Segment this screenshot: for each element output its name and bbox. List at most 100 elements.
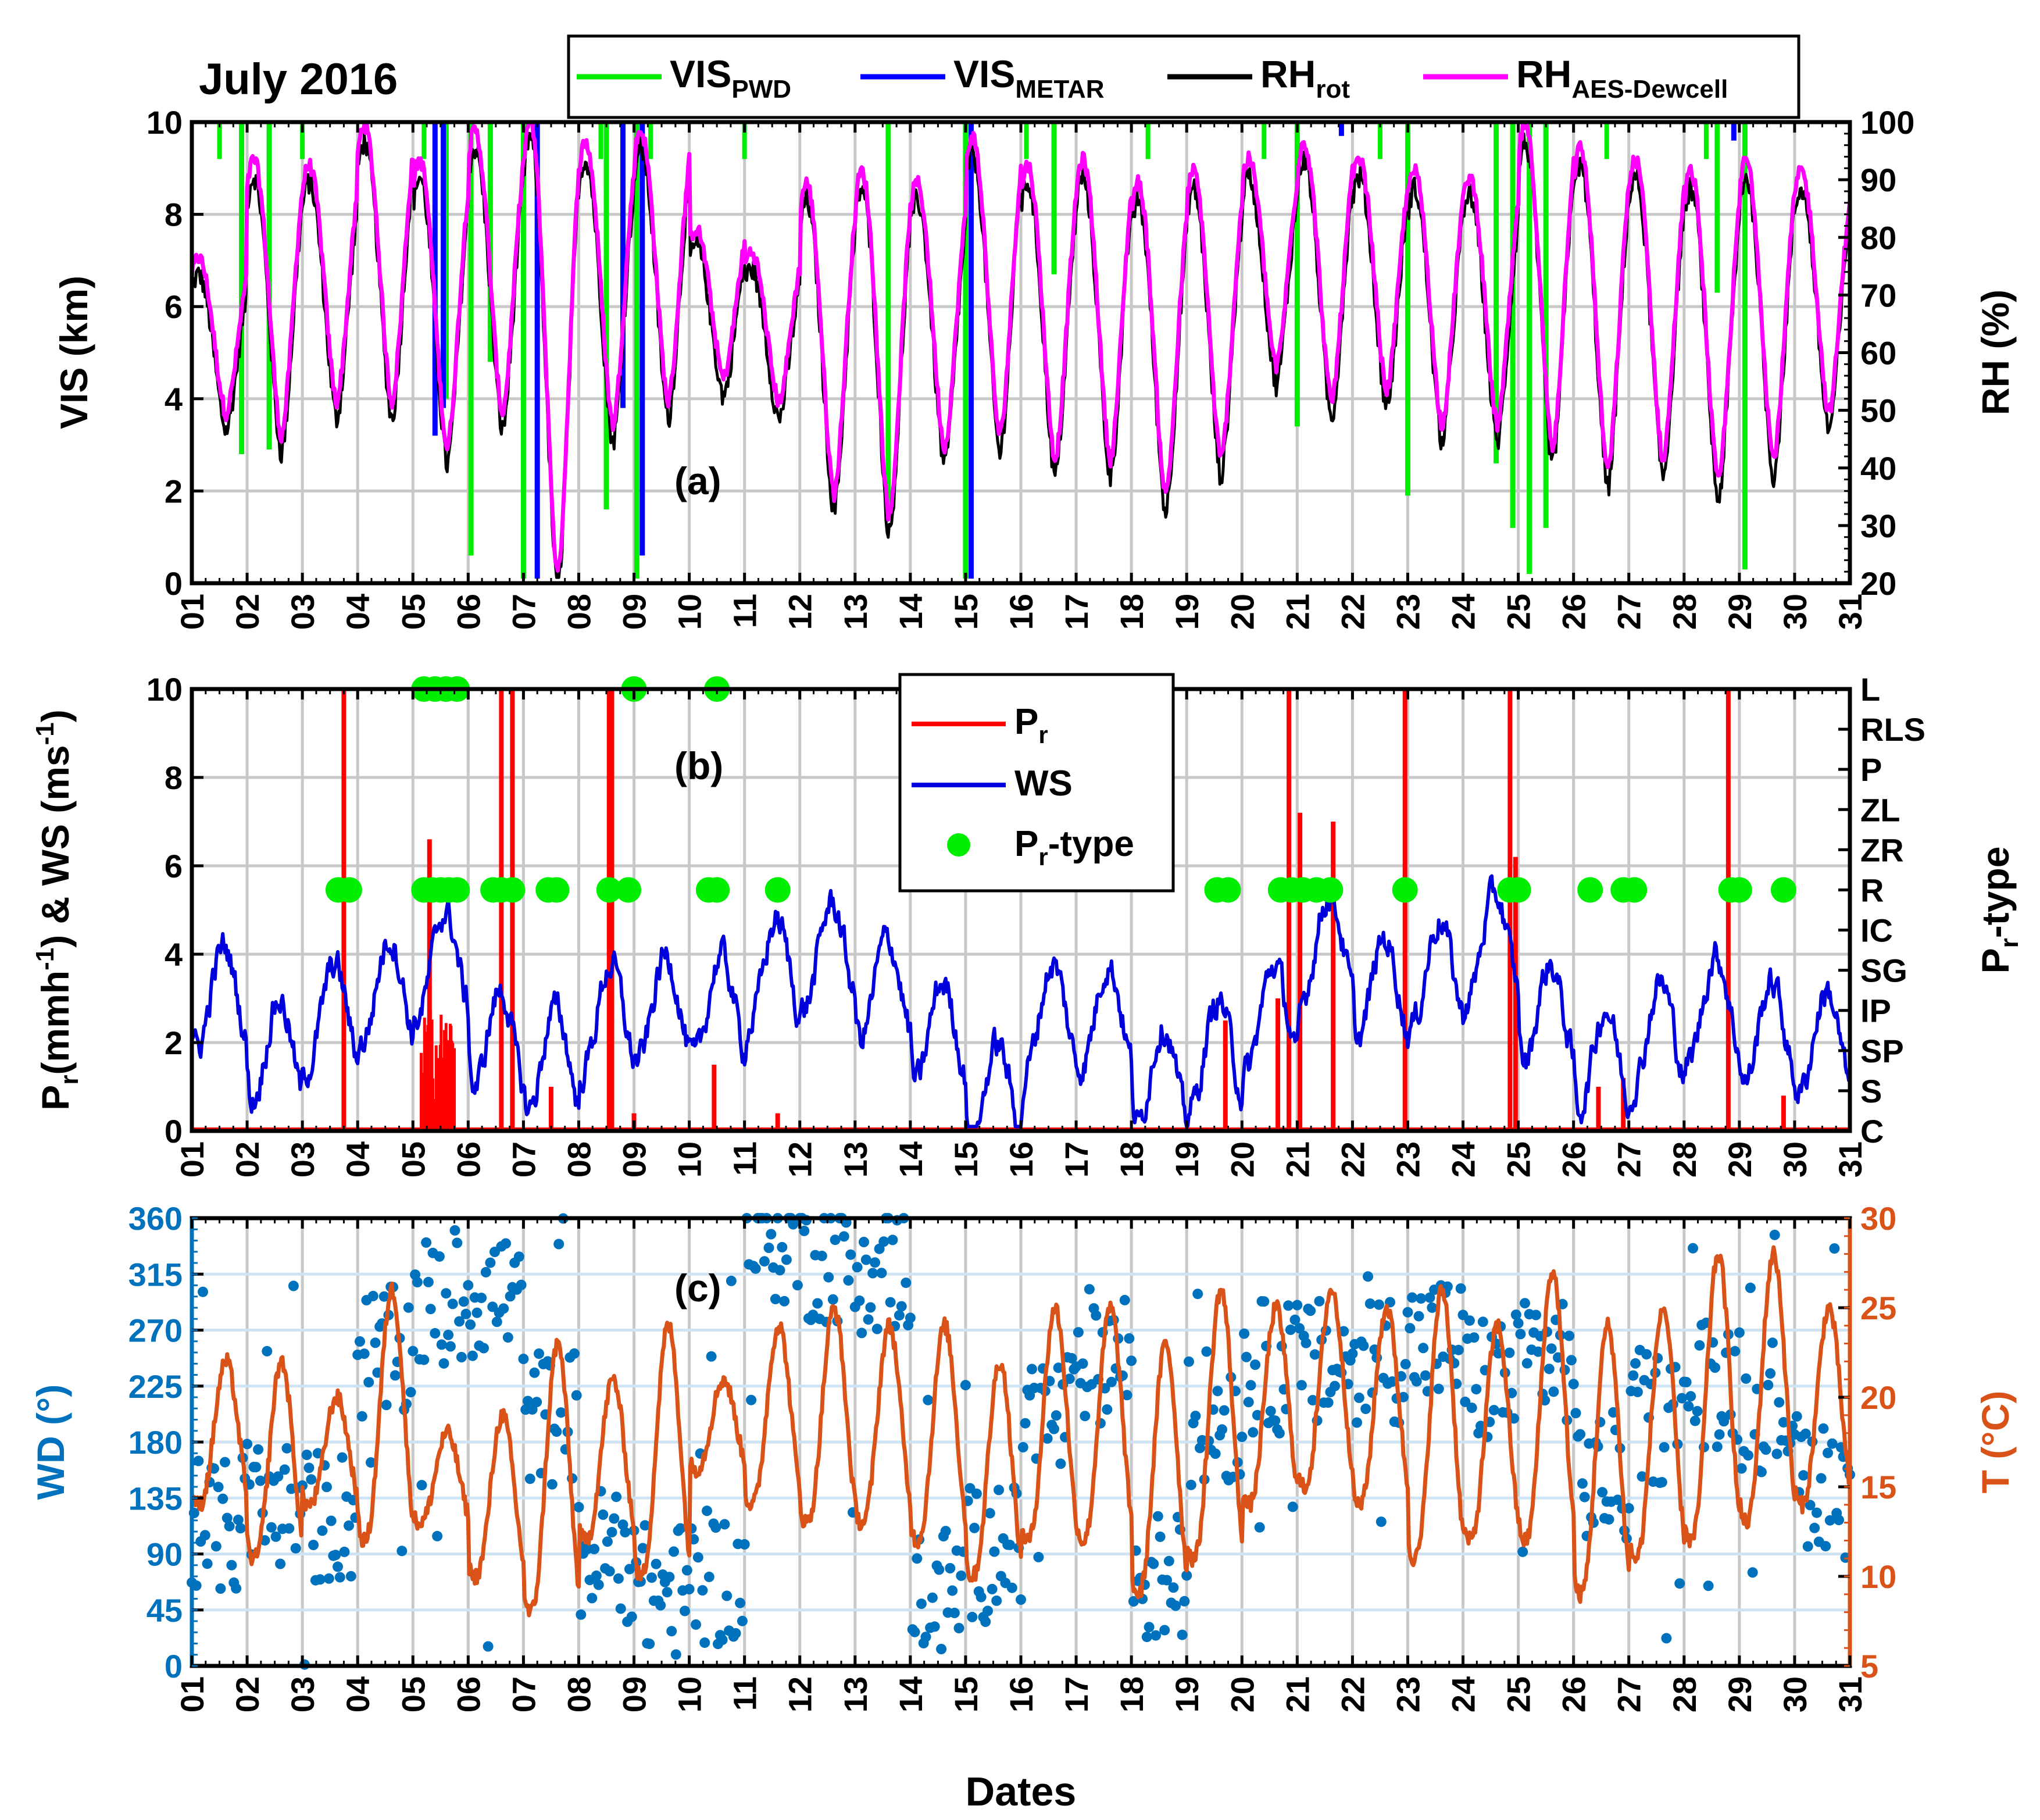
prtype-point	[1726, 877, 1752, 903]
wd-point	[717, 1635, 728, 1646]
wd-point	[231, 1583, 242, 1594]
wd-point	[699, 1637, 710, 1648]
wd-point	[445, 1341, 456, 1352]
wd-point	[976, 1591, 987, 1603]
wd-point	[556, 1407, 566, 1418]
wd-point	[737, 1615, 748, 1626]
wd-point	[1363, 1271, 1373, 1282]
wd-point	[1477, 1316, 1488, 1327]
y2-tick-label: 70	[1860, 277, 1896, 313]
rh-aes-dewcell-line	[190, 120, 1852, 573]
wd-point	[947, 1585, 958, 1596]
wd-point	[909, 1626, 920, 1637]
y-tick-label: 270	[128, 1312, 183, 1349]
wd-point	[235, 1523, 246, 1534]
wd-point	[1520, 1298, 1530, 1309]
wd-point	[1453, 1344, 1464, 1355]
wd-point	[458, 1296, 469, 1307]
wd-point	[692, 1552, 703, 1563]
wd-point	[1769, 1229, 1780, 1240]
y-tick-label: 6	[165, 848, 183, 884]
wd-point	[1285, 1324, 1296, 1335]
wd-point	[1411, 1376, 1422, 1387]
wd-point	[1407, 1292, 1418, 1303]
wd-point	[655, 1600, 666, 1611]
wd-point	[1692, 1405, 1703, 1416]
wd-point	[524, 1473, 535, 1484]
wd-point	[1005, 1539, 1015, 1550]
wd-point	[1597, 1487, 1608, 1498]
wd-point	[863, 1314, 874, 1325]
x-tick-label: 13	[837, 1141, 874, 1177]
wd-point	[1294, 1323, 1305, 1334]
y-tick-label: 2	[165, 1025, 183, 1061]
x-tick-label: 13	[837, 594, 874, 630]
wd-point	[1603, 1514, 1614, 1525]
panel-c-xticklabels: 01 02 03 04 05 06 07 08 09 10 11 12 13 14 15 16 17 18 19 20…	[174, 1676, 1868, 1712]
x-axis-label: Dates	[966, 1769, 1077, 1814]
wd-point	[929, 1621, 940, 1632]
wd-point	[1694, 1340, 1705, 1351]
y-tick-label: 8	[165, 759, 183, 796]
y2-tick-label: IC	[1860, 912, 1893, 949]
x-tick-label: 08	[560, 1141, 597, 1177]
prtype-point	[1317, 877, 1344, 903]
panel-b-tag: (b)	[674, 744, 723, 787]
wd-point	[1809, 1522, 1820, 1533]
wd-point	[1504, 1347, 1515, 1358]
wd-point	[1546, 1343, 1557, 1354]
wd-point	[1630, 1358, 1641, 1369]
wd-point	[1683, 1401, 1694, 1412]
y2-tick-label: 15	[1860, 1469, 1896, 1505]
wd-point	[1829, 1243, 1840, 1254]
y-tick-label: 8	[165, 197, 183, 233]
x-tick-label: 10	[671, 594, 708, 630]
y2-tick-label: RLS	[1860, 711, 1925, 748]
wd-point	[416, 1480, 427, 1491]
x-tick-label: 09	[616, 1141, 653, 1177]
x-tick-label: 31	[1832, 594, 1868, 630]
wd-point	[308, 1540, 319, 1550]
wd-point	[994, 1484, 1004, 1496]
x-tick-label: 14	[892, 594, 929, 630]
wd-point	[702, 1505, 712, 1516]
wd-point	[1802, 1541, 1813, 1552]
wd-point	[730, 1628, 741, 1639]
x-tick-label: 10	[671, 1141, 708, 1177]
wd-point	[1241, 1351, 1252, 1362]
wd-point	[706, 1351, 717, 1362]
wd-point	[438, 1358, 449, 1369]
wd-point	[1685, 1391, 1696, 1402]
y2-tick-label: 20	[1860, 1379, 1896, 1416]
wd-point	[1730, 1346, 1741, 1357]
x-tick-label: 02	[229, 594, 266, 630]
wd-point	[233, 1514, 244, 1525]
wd-point	[315, 1574, 326, 1585]
wd-point	[330, 1550, 341, 1561]
wd-point	[799, 1225, 810, 1236]
wd-point	[867, 1268, 878, 1279]
wd-point	[344, 1520, 354, 1531]
y-tick-label: 90	[147, 1536, 183, 1573]
x-tick-label: 13	[837, 1676, 874, 1712]
wd-point	[984, 1508, 995, 1519]
wd-point	[1177, 1629, 1188, 1640]
wd-point	[553, 1239, 565, 1250]
y2-tick-label: 90	[1860, 162, 1896, 198]
wd-point	[529, 1367, 540, 1378]
wd-point	[1181, 1570, 1192, 1581]
legend-item-pr-type: Pr-type	[947, 824, 1134, 870]
y-tick-label: 225	[128, 1368, 183, 1405]
wd-point	[1210, 1448, 1221, 1459]
wd-point	[719, 1519, 730, 1530]
panel-c-yticklabels-left: 0 45 90 135 180 225 270 315 360	[128, 1200, 183, 1685]
wd-point	[1121, 1390, 1132, 1401]
legend-item-rh-aes-dewcell: RHAES-Dewcell	[1423, 52, 1728, 104]
svg-text:Pr: Pr	[1014, 702, 1048, 748]
wd-point	[1741, 1373, 1752, 1384]
wd-point	[449, 1225, 460, 1236]
wd-point	[408, 1346, 419, 1357]
figure-title: July 2016	[199, 55, 398, 104]
wd-point	[1424, 1292, 1435, 1303]
wd-point	[827, 1294, 838, 1305]
